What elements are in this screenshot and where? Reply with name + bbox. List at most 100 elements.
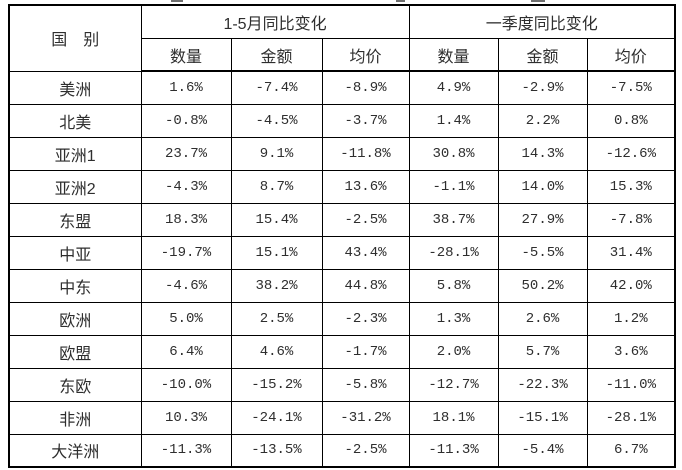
- value-cell: -7.8%: [586, 202, 676, 237]
- value-cell: -2.9%: [497, 70, 588, 105]
- sub-header-quantity-1: 数量: [140, 38, 232, 72]
- value-cell: 10.3%: [140, 400, 232, 435]
- value-cell: -3.7%: [321, 103, 410, 138]
- value-cell: -2.5%: [321, 202, 410, 237]
- value-cell: 5.8%: [408, 268, 499, 303]
- row-label: 欧盟: [8, 334, 142, 369]
- value-cell: -4.3%: [140, 169, 232, 204]
- table-row: 东盟 18.3% 15.4% -2.5% 38.7% 27.9% -7.8%: [8, 202, 676, 237]
- value-cell: -24.1%: [230, 400, 323, 435]
- value-cell: -1.7%: [321, 334, 410, 369]
- value-cell: -1.1%: [408, 169, 499, 204]
- value-cell: -4.5%: [230, 103, 323, 138]
- table-row: 东欧 -10.0% -15.2% -5.8% -12.7% -22.3% -11.0%: [8, 367, 676, 402]
- row-label: 东欧: [8, 367, 142, 402]
- cropped-text-artifact: [531, 0, 545, 2]
- table-row: 欧盟 6.4% 4.6% -1.7% 2.0% 5.7% 3.6%: [8, 334, 676, 369]
- value-cell: 1.6%: [140, 70, 232, 105]
- table-row: 大洋洲 -11.3% -13.5% -2.5% -11.3% -5.4% 6.7%: [8, 433, 676, 468]
- cropped-text-artifact: [171, 0, 183, 2]
- row-label: 北美: [8, 103, 142, 138]
- value-cell: -4.6%: [140, 268, 232, 303]
- value-cell: 1.3%: [408, 301, 499, 336]
- value-cell: 2.0%: [408, 334, 499, 369]
- value-cell: -5.8%: [321, 367, 410, 402]
- value-cell: -31.2%: [321, 400, 410, 435]
- value-cell: 1.2%: [586, 301, 676, 336]
- value-cell: -5.4%: [497, 433, 588, 468]
- value-cell: 15.1%: [230, 235, 323, 270]
- value-cell: -2.5%: [321, 433, 410, 468]
- value-cell: 31.4%: [586, 235, 676, 270]
- table-row: 亚洲1 23.7% 9.1% -11.8% 30.8% 14.3% -12.6%: [8, 136, 676, 171]
- row-label: 亚洲1: [8, 136, 142, 171]
- value-cell: 1.4%: [408, 103, 499, 138]
- row-label: 东盟: [8, 202, 142, 237]
- value-cell: 27.9%: [497, 202, 588, 237]
- value-cell: -11.3%: [140, 433, 232, 468]
- value-cell: 8.7%: [230, 169, 323, 204]
- sub-header-avgprice-2: 均价: [586, 38, 676, 72]
- value-cell: 38.7%: [408, 202, 499, 237]
- value-cell: -5.5%: [497, 235, 588, 270]
- value-cell: -28.1%: [408, 235, 499, 270]
- corner-header-country: 国 别: [8, 4, 142, 72]
- table-row: 亚洲2 -4.3% 8.7% 13.6% -1.1% 14.0% 15.3%: [8, 169, 676, 204]
- value-cell: -2.3%: [321, 301, 410, 336]
- value-cell: 15.4%: [230, 202, 323, 237]
- value-cell: 5.0%: [140, 301, 232, 336]
- value-cell: -7.5%: [586, 70, 676, 105]
- value-cell: -0.8%: [140, 103, 232, 138]
- value-cell: 18.3%: [140, 202, 232, 237]
- value-cell: 4.9%: [408, 70, 499, 105]
- sub-header-amount-1: 金额: [230, 38, 323, 72]
- value-cell: -28.1%: [586, 400, 676, 435]
- row-label: 非洲: [8, 400, 142, 435]
- value-cell: 14.0%: [497, 169, 588, 204]
- value-cell: 9.1%: [230, 136, 323, 171]
- cropped-text-artifact: [396, 0, 405, 2]
- value-cell: 2.6%: [497, 301, 588, 336]
- row-label: 中东: [8, 268, 142, 303]
- table-row: 美洲 1.6% -7.4% -8.9% 4.9% -2.9% -7.5%: [8, 70, 676, 105]
- value-cell: 43.4%: [321, 235, 410, 270]
- value-cell: 23.7%: [140, 136, 232, 171]
- value-cell: -11.8%: [321, 136, 410, 171]
- value-cell: -15.1%: [497, 400, 588, 435]
- group-header-q1-yoy: 一季度同比变化: [408, 4, 676, 39]
- value-cell: 6.4%: [140, 334, 232, 369]
- sub-header-avgprice-1: 均价: [321, 38, 410, 72]
- value-cell: -15.2%: [230, 367, 323, 402]
- row-label: 欧洲: [8, 301, 142, 336]
- value-cell: 5.7%: [497, 334, 588, 369]
- row-label: 中亚: [8, 235, 142, 270]
- value-cell: -22.3%: [497, 367, 588, 402]
- table-row: 欧洲 5.0% 2.5% -2.3% 1.3% 2.6% 1.2%: [8, 301, 676, 336]
- value-cell: 2.2%: [497, 103, 588, 138]
- value-cell: -11.3%: [408, 433, 499, 468]
- header-sub-row: 数量 金额 均价 数量 金额 均价: [9, 38, 676, 72]
- sub-header-amount-2: 金额: [497, 38, 588, 72]
- value-cell: 0.8%: [586, 103, 676, 138]
- table-row: 北美 -0.8% -4.5% -3.7% 1.4% 2.2% 0.8%: [8, 103, 676, 138]
- table-row: 非洲 10.3% -24.1% -31.2% 18.1% -15.1% -28.1%: [8, 400, 676, 435]
- value-cell: 2.5%: [230, 301, 323, 336]
- value-cell: 3.6%: [586, 334, 676, 369]
- value-cell: 38.2%: [230, 268, 323, 303]
- row-label: 亚洲2: [8, 169, 142, 204]
- value-cell: -12.7%: [408, 367, 499, 402]
- value-cell: 50.2%: [497, 268, 588, 303]
- value-cell: 42.0%: [586, 268, 676, 303]
- value-cell: -10.0%: [140, 367, 232, 402]
- header-group-row: 国 别 1-5月同比变化 一季度同比变化: [8, 4, 676, 72]
- value-cell: 44.8%: [321, 268, 410, 303]
- group-header-jan-may-yoy: 1-5月同比变化: [140, 4, 410, 39]
- table-body: 美洲 1.6% -7.4% -8.9% 4.9% -2.9% -7.5% 北美 -0.8% -4.…: [8, 70, 676, 468]
- value-cell: -11.0%: [586, 367, 676, 402]
- value-cell: -12.6%: [586, 136, 676, 171]
- value-cell: 14.3%: [497, 136, 588, 171]
- table-row: 中东 -4.6% 38.2% 44.8% 5.8% 50.2% 42.0%: [8, 268, 676, 303]
- value-cell: -7.4%: [230, 70, 323, 105]
- value-cell: 30.8%: [408, 136, 499, 171]
